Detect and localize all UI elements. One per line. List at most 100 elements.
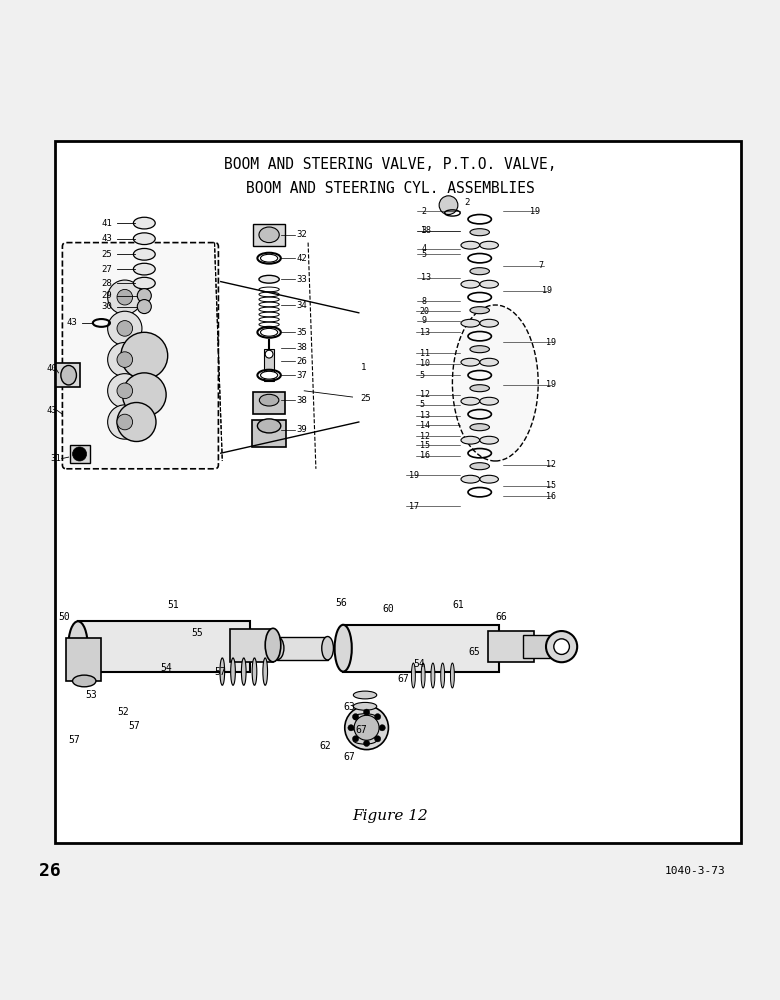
Ellipse shape bbox=[353, 714, 377, 722]
Ellipse shape bbox=[73, 675, 96, 687]
Bar bbox=[343, 625, 499, 672]
Text: 5: 5 bbox=[420, 400, 424, 409]
Ellipse shape bbox=[133, 217, 155, 229]
Circle shape bbox=[73, 447, 87, 461]
Text: 10: 10 bbox=[420, 359, 430, 368]
Text: 67: 67 bbox=[355, 725, 367, 735]
Bar bbox=[254, 392, 285, 414]
Ellipse shape bbox=[480, 241, 498, 249]
Text: 32: 32 bbox=[296, 230, 307, 239]
Text: 25: 25 bbox=[360, 394, 371, 403]
Text: 54: 54 bbox=[413, 659, 425, 669]
Text: 12: 12 bbox=[420, 390, 430, 399]
Text: 13: 13 bbox=[420, 411, 430, 420]
Text: 19: 19 bbox=[546, 338, 556, 347]
Text: 60: 60 bbox=[382, 604, 394, 614]
Text: 39: 39 bbox=[296, 425, 307, 434]
Ellipse shape bbox=[353, 691, 377, 699]
Circle shape bbox=[137, 289, 151, 303]
Ellipse shape bbox=[441, 663, 445, 688]
Ellipse shape bbox=[461, 358, 480, 366]
Text: 40: 40 bbox=[47, 364, 58, 373]
Text: 8: 8 bbox=[421, 297, 426, 306]
Bar bbox=[230, 629, 273, 662]
Text: 16: 16 bbox=[546, 492, 556, 501]
Text: 41: 41 bbox=[101, 219, 112, 228]
Circle shape bbox=[117, 383, 133, 399]
Ellipse shape bbox=[470, 463, 490, 470]
Text: 57: 57 bbox=[215, 667, 226, 677]
Text: 4: 4 bbox=[421, 244, 426, 253]
Ellipse shape bbox=[259, 227, 279, 243]
Circle shape bbox=[374, 736, 381, 742]
Text: 1: 1 bbox=[360, 363, 366, 372]
Ellipse shape bbox=[461, 436, 480, 444]
Text: 5: 5 bbox=[420, 371, 424, 380]
Text: 63: 63 bbox=[343, 702, 355, 712]
Text: 2: 2 bbox=[421, 207, 426, 216]
Text: 19: 19 bbox=[410, 471, 420, 480]
Circle shape bbox=[108, 374, 142, 408]
Text: 57: 57 bbox=[129, 721, 140, 731]
Ellipse shape bbox=[257, 419, 281, 433]
Text: 62: 62 bbox=[320, 741, 331, 751]
Text: 19: 19 bbox=[542, 286, 552, 295]
Text: 31: 31 bbox=[51, 454, 62, 463]
Text: BOOM AND STEERING VALVE, P.T.O. VALVE,: BOOM AND STEERING VALVE, P.T.O. VALVE, bbox=[224, 157, 556, 172]
Circle shape bbox=[546, 631, 577, 662]
Text: 7: 7 bbox=[538, 261, 543, 270]
Ellipse shape bbox=[252, 658, 257, 685]
Ellipse shape bbox=[470, 229, 490, 236]
Circle shape bbox=[354, 715, 379, 740]
Text: 37: 37 bbox=[296, 371, 307, 380]
Text: 1040-3-73: 1040-3-73 bbox=[665, 865, 725, 876]
Ellipse shape bbox=[452, 305, 538, 461]
Ellipse shape bbox=[353, 736, 377, 744]
Text: 12: 12 bbox=[546, 460, 556, 469]
Circle shape bbox=[265, 350, 273, 358]
Text: 17: 17 bbox=[410, 502, 420, 511]
Circle shape bbox=[122, 373, 166, 417]
Text: 33: 33 bbox=[296, 275, 307, 284]
Text: 50: 50 bbox=[58, 612, 70, 622]
Text: 19: 19 bbox=[546, 380, 556, 389]
Circle shape bbox=[363, 740, 370, 746]
Ellipse shape bbox=[470, 385, 490, 392]
Ellipse shape bbox=[480, 280, 498, 288]
Text: 53: 53 bbox=[86, 690, 98, 700]
Circle shape bbox=[117, 414, 133, 430]
Ellipse shape bbox=[270, 637, 284, 660]
Ellipse shape bbox=[133, 233, 155, 245]
Text: Figure 12: Figure 12 bbox=[352, 809, 428, 823]
Ellipse shape bbox=[451, 663, 454, 688]
Bar bbox=[254, 224, 285, 246]
Circle shape bbox=[117, 352, 133, 367]
Circle shape bbox=[137, 300, 151, 314]
Text: 29: 29 bbox=[101, 291, 112, 300]
Text: 19: 19 bbox=[530, 207, 541, 216]
Circle shape bbox=[108, 280, 142, 314]
Ellipse shape bbox=[220, 658, 225, 685]
Text: 27: 27 bbox=[101, 265, 112, 274]
Ellipse shape bbox=[470, 424, 490, 431]
Text: 61: 61 bbox=[452, 600, 464, 610]
Circle shape bbox=[117, 289, 133, 305]
Text: 26: 26 bbox=[39, 861, 61, 880]
Text: 35: 35 bbox=[296, 328, 307, 337]
Text: 43: 43 bbox=[101, 234, 112, 243]
Ellipse shape bbox=[353, 725, 377, 733]
FancyBboxPatch shape bbox=[62, 243, 218, 469]
Ellipse shape bbox=[133, 277, 155, 289]
Text: 67: 67 bbox=[343, 752, 355, 762]
Text: 15: 15 bbox=[546, 481, 556, 490]
Ellipse shape bbox=[335, 625, 352, 672]
Ellipse shape bbox=[133, 263, 155, 275]
Text: 15: 15 bbox=[420, 441, 430, 450]
Ellipse shape bbox=[61, 365, 76, 385]
Text: 13: 13 bbox=[421, 273, 431, 282]
Text: 52: 52 bbox=[117, 707, 129, 717]
Ellipse shape bbox=[431, 663, 435, 688]
Bar bbox=[56, 363, 80, 387]
Ellipse shape bbox=[261, 254, 278, 262]
Circle shape bbox=[117, 403, 156, 442]
